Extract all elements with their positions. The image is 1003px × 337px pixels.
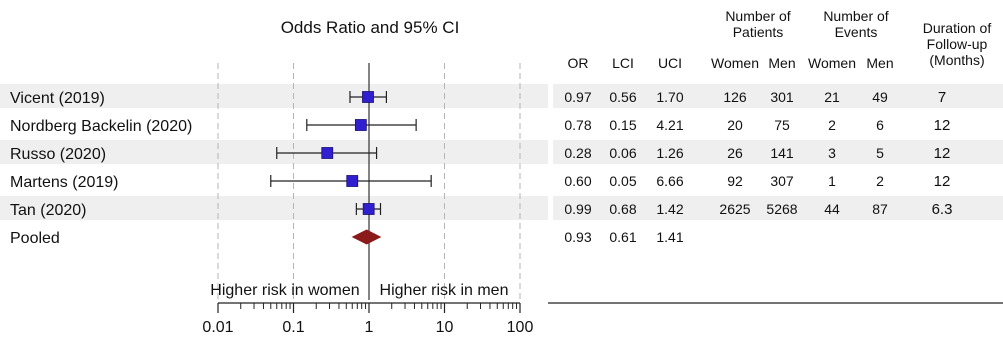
point-estimate [354,119,367,131]
table-cell: 1 [828,173,836,189]
point-estimate [362,91,374,103]
column-header: LCI [612,55,634,71]
table-cell: 0.60 [564,173,591,189]
table-cell: 0.99 [564,201,591,217]
table-cell: 7 [938,89,946,106]
row-band [0,196,548,220]
column-header: Women [711,55,759,71]
row-band [553,196,1003,220]
table-cell: 6.3 [932,201,953,218]
study-label: Nordberg Backelin (2020) [10,118,192,135]
point-estimate [346,175,359,187]
table-cell: 301 [770,89,794,105]
table-cell: 6 [876,117,884,133]
row-band [553,84,1003,108]
table-cell: 12 [934,173,951,190]
table-cell: 0.68 [609,201,636,217]
table-cell: 20 [727,117,743,133]
column-header: OR [568,55,589,71]
table-cell: 44 [824,201,840,217]
study-label: Tan (2020) [10,202,87,219]
group-header-line: Events [835,24,878,40]
group-header-line: Duration of [923,20,992,36]
group-header-line: (Months) [929,52,984,68]
table-cell: 3 [828,145,836,161]
table-cell: 307 [770,173,794,189]
table-cell: 0.56 [609,89,636,105]
x-tick-label: 10 [436,319,454,336]
study-label: Vicent (2019) [10,90,105,107]
table-cell: 75 [774,117,790,133]
row-band [0,140,548,164]
table-cell: 0.28 [564,145,591,161]
direction-label-right: Higher risk in men [380,282,509,299]
table-cell: 87 [872,201,888,217]
table-cell: 0.06 [609,145,636,161]
x-tick-label: 0.01 [202,319,233,336]
table-cell: 4.21 [656,117,683,133]
table-cell: 0.97 [564,89,591,105]
pooled-label: Pooled [10,230,60,247]
study-label: Martens (2019) [10,174,119,191]
table-cell: 0.61 [609,229,636,245]
study-label: Russo (2020) [10,146,106,163]
table-cell: 2 [828,117,836,133]
table-cell: 0.05 [609,173,636,189]
table-cell: 141 [770,145,794,161]
group-header-line: Follow-up [927,36,988,52]
table-cell: 2 [876,173,884,189]
table-cell: 26 [727,145,743,161]
group-header-line: Number of [823,8,888,24]
table-cell: 1.42 [656,201,683,217]
table-cell: 5 [876,145,884,161]
table-cell: 1.41 [656,229,683,245]
table-cell: 0.78 [564,117,591,133]
group-header-line: Number of [725,8,790,24]
direction-label-left: Higher risk in women [210,282,359,299]
plot-title: Odds Ratio and 95% CI [281,18,460,37]
table-cell: 2625 [719,201,750,217]
group-header-line: Patients [733,24,784,40]
table-cell: 49 [872,89,888,105]
table-cell: 6.66 [656,173,683,189]
table-cell: 21 [824,89,840,105]
column-header: Men [768,55,795,71]
table-cell: 0.15 [609,117,636,133]
row-band [0,84,548,108]
row-band [553,140,1003,164]
table-cell: 0.93 [564,229,591,245]
table-cell: 12 [934,117,951,134]
table-cell: 5268 [766,201,797,217]
column-header: UCI [658,55,682,71]
pooled-diamond [351,229,382,245]
table-cell: 1.70 [656,89,683,105]
table-cell: 92 [727,173,743,189]
table-cell: 12 [934,145,951,162]
table-cell: 126 [723,89,747,105]
column-header: Women [808,55,856,71]
column-header: Men [866,55,893,71]
x-tick-label: 100 [507,319,534,336]
x-tick-label: 0.1 [282,319,304,336]
point-estimate [362,203,375,215]
x-tick-label: 1 [365,319,374,336]
table-cell: 1.26 [656,145,683,161]
point-estimate [321,147,334,159]
